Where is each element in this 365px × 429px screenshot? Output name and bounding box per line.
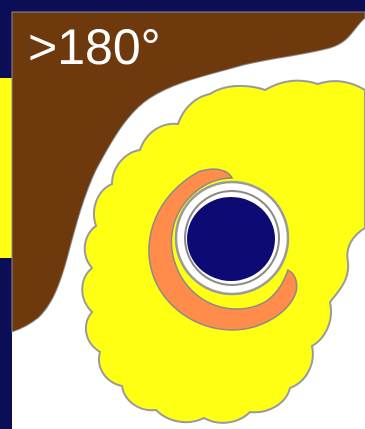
orange-crescent bbox=[148, 168, 298, 331]
angle-label: >180° bbox=[28, 19, 161, 75]
vessel-lumen bbox=[187, 197, 275, 281]
left-yellow-strip bbox=[0, 78, 12, 258]
brown-region bbox=[11, 11, 365, 333]
